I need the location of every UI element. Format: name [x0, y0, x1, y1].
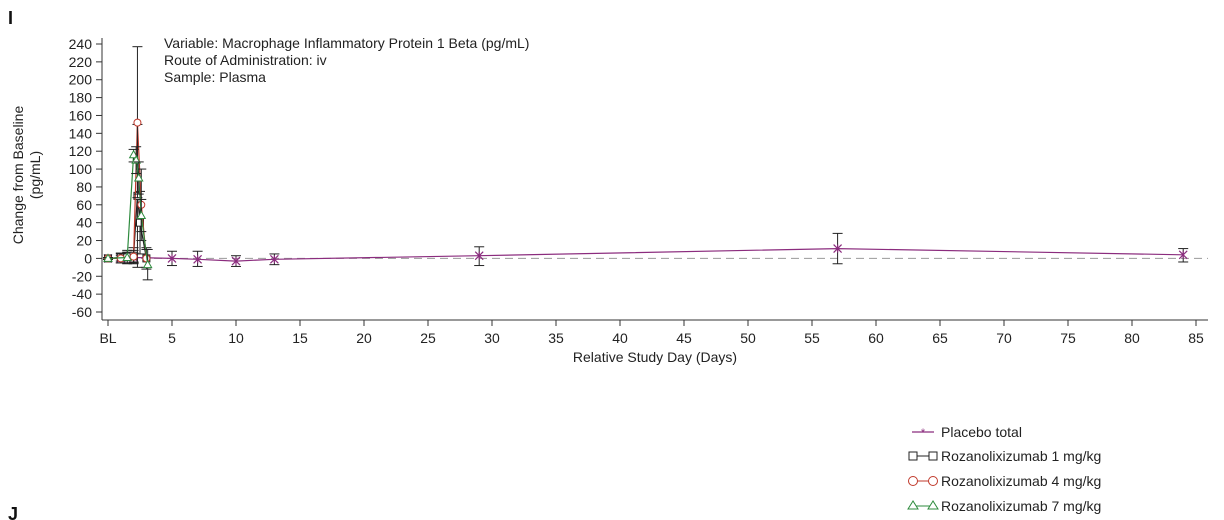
y-tick-label: 180 — [69, 90, 93, 106]
annotation-sample: Sample: Plasma — [164, 69, 266, 85]
x-tick-label: 70 — [996, 330, 1012, 346]
chart-annotations: Variable: Macrophage Inflammatory Protei… — [164, 35, 529, 85]
y-axis-title: Change from Baseline (pg/mL) — [10, 106, 43, 245]
series-layer — [103, 46, 1189, 281]
x-tick-label: 55 — [804, 330, 820, 346]
next-panel-label: J — [8, 504, 18, 520]
legend-item-placebo: * Placebo total — [912, 424, 1022, 440]
x-tick-label: 50 — [740, 330, 756, 346]
legend-label-1mg: Rozanolixizumab 1 mg/kg — [941, 448, 1101, 464]
data-point-triangle — [133, 172, 144, 182]
x-axis-label: Relative Study Day (Days) — [573, 349, 737, 365]
y-tick-label: 120 — [69, 143, 93, 159]
data-point-circle — [133, 118, 142, 127]
x-tick-label: 45 — [676, 330, 692, 346]
y-tick-label: 60 — [76, 197, 92, 213]
legend-square-icon — [908, 451, 918, 461]
legend-star-icon: * — [921, 427, 926, 439]
legend-item-4mg: Rozanolixizumab 4 mg/kg — [908, 473, 1101, 489]
y-tick-label: -20 — [72, 268, 92, 284]
data-point-triangle — [142, 259, 153, 269]
y-tick-label: 20 — [76, 233, 92, 249]
x-tick-label: 80 — [1124, 330, 1140, 346]
x-tick-label: 20 — [356, 330, 372, 346]
x-tick-label: 10 — [228, 330, 244, 346]
legend-label-4mg: Rozanolixizumab 4 mg/kg — [941, 473, 1101, 489]
x-tick-label: 30 — [484, 330, 500, 346]
x-axis-ticks: BL 5 10 15 20 25 30 35 40 45 50 55 60 65 70 75 80 85 — [99, 320, 1204, 346]
data-point-triangle — [136, 210, 147, 220]
annotation-route: Route of Administration: iv — [164, 52, 327, 68]
legend-triangle-icon — [927, 500, 939, 510]
y-tick-label: -40 — [72, 286, 92, 302]
y-tick-label: 160 — [69, 107, 93, 123]
y-tick-label: 140 — [69, 125, 93, 141]
y-tick-label: 100 — [69, 161, 93, 177]
x-tick-label: 40 — [612, 330, 628, 346]
y-tick-label: 220 — [69, 54, 93, 70]
x-tick-label: 35 — [548, 330, 564, 346]
legend-triangle-icon — [907, 500, 919, 510]
series-1 — [103, 232, 1189, 267]
series-line — [108, 122, 147, 259]
data-point-triangle — [131, 155, 142, 164]
series-line — [108, 247, 1184, 262]
data-point-triangle — [103, 253, 113, 262]
x-tick-label: 25 — [420, 330, 436, 346]
annotation-variable: Variable: Macrophage Inflammatory Protei… — [164, 35, 529, 51]
legend-circle-icon — [928, 476, 938, 486]
x-tick-label: 5 — [168, 330, 176, 346]
y-tick-label: 40 — [76, 215, 92, 231]
x-tick-label: 60 — [868, 330, 884, 346]
series-4 — [103, 146, 153, 281]
y-tick-label: 0 — [84, 250, 92, 266]
legend-item-7mg: Rozanolixizumab 7 mg/kg — [907, 498, 1101, 514]
panel-label: I — [8, 8, 13, 28]
y-tick-label: -60 — [72, 304, 92, 320]
y-tick-label: 80 — [76, 179, 92, 195]
x-tick-label: 65 — [932, 330, 948, 346]
legend-circle-icon — [908, 476, 918, 486]
x-tick-label: BL — [99, 330, 116, 346]
y-tick-label: 200 — [69, 72, 93, 88]
legend-square-icon — [928, 451, 938, 461]
y-axis-label: Change from Baseline — [10, 106, 26, 245]
x-tick-label: 85 — [1188, 330, 1204, 346]
series-2 — [103, 123, 152, 270]
y-axis-unit: (pg/mL) — [27, 151, 43, 199]
x-tick-label: 75 — [1060, 330, 1076, 346]
y-tick-label: 240 — [69, 36, 93, 52]
legend-label-placebo: Placebo total — [941, 424, 1022, 440]
data-point-triangle — [122, 252, 133, 262]
legend-item-1mg: Rozanolixizumab 1 mg/kg — [908, 448, 1101, 464]
x-tick-label: 15 — [292, 330, 308, 346]
legend: * Placebo total Rozanolixizumab 1 mg/kg … — [907, 424, 1101, 514]
data-point-circle — [129, 252, 138, 261]
legend-label-7mg: Rozanolixizumab 7 mg/kg — [941, 498, 1101, 514]
data-point-triangle — [128, 149, 139, 159]
